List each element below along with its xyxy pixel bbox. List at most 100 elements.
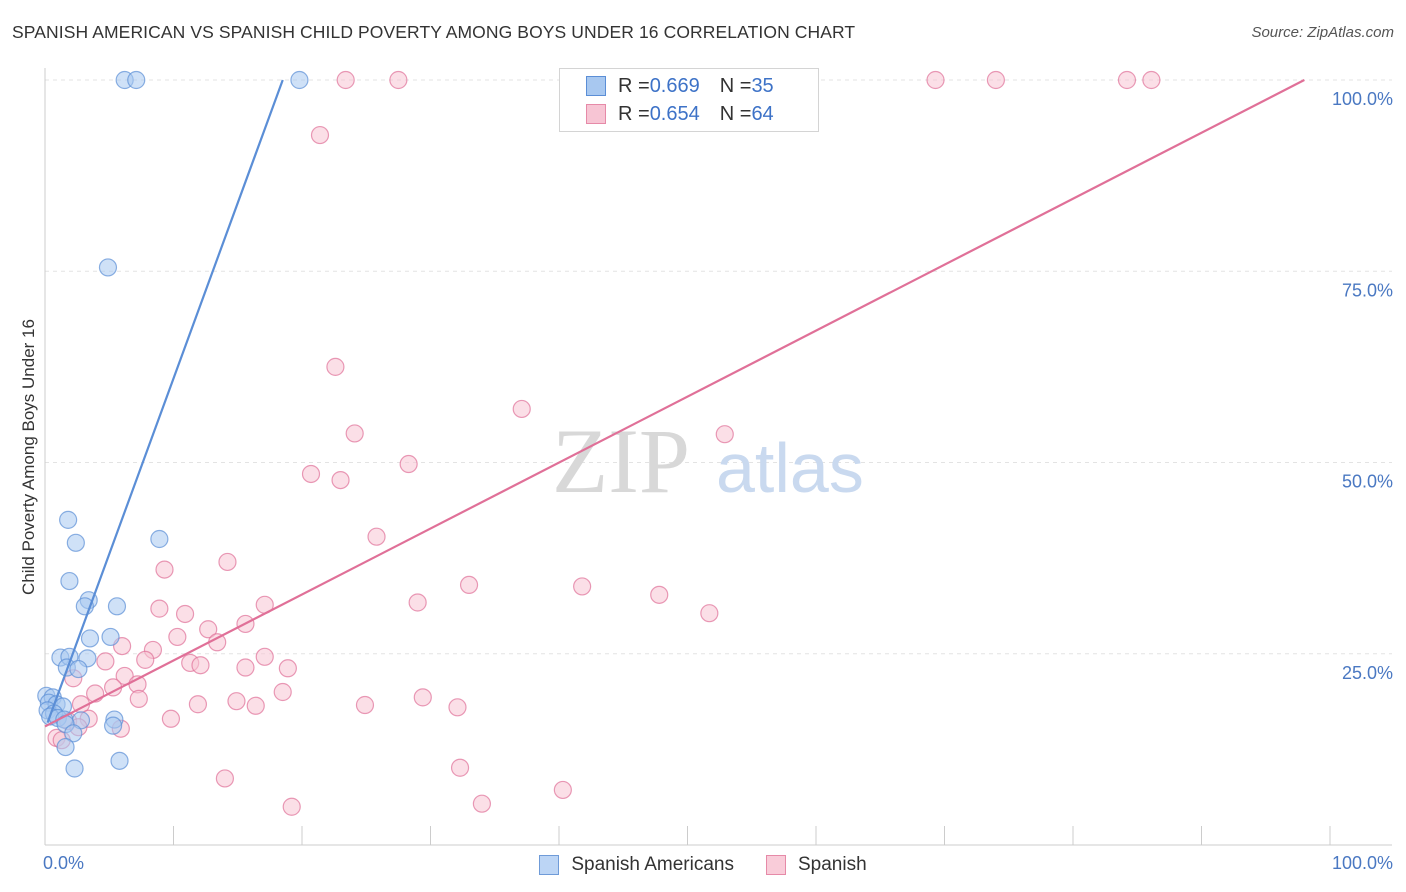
point-spanish-13	[331, 470, 350, 490]
point-spanish-46	[129, 689, 148, 708]
r-value-spanish-americans: 0.669	[649, 74, 700, 97]
point-spanish-33	[96, 652, 115, 671]
point-spanish-americans-31	[104, 716, 123, 735]
chart-source: Source: ZipAtlas.com	[1251, 24, 1394, 41]
legend-swatch-spanish-americans	[539, 855, 560, 875]
r-label: R =	[618, 102, 650, 125]
point-spanish-32	[136, 650, 155, 669]
point-spanish-61	[553, 780, 572, 800]
point-spanish-19	[650, 585, 669, 604]
n-label: N =	[719, 74, 752, 97]
point-spanish-49	[355, 695, 375, 715]
point-spanish-47	[188, 695, 208, 714]
y-tick-label-25: 25.0%	[1342, 663, 1393, 683]
point-spanish-americans-10	[107, 597, 127, 616]
watermark-atlas: atlas	[716, 429, 864, 507]
point-spanish-62	[282, 797, 301, 816]
series-spanish-points	[47, 70, 1161, 816]
point-spanish-americans-35	[65, 759, 84, 778]
point-spanish-15	[218, 552, 237, 572]
n-label: N =	[719, 102, 752, 125]
point-spanish-14	[367, 527, 386, 546]
point-spanish-americans-17	[69, 659, 88, 679]
point-spanish-17	[459, 575, 479, 595]
point-spanish-60	[215, 769, 234, 788]
watermark-zip: ZIP	[552, 410, 690, 512]
point-spanish-americans-11	[80, 629, 100, 648]
point-spanish-48	[246, 696, 265, 715]
point-spanish-10	[715, 425, 734, 444]
point-spanish-37	[278, 659, 297, 678]
point-spanish-16	[155, 560, 174, 579]
point-spanish-52	[161, 709, 181, 728]
point-spanish-6	[310, 125, 330, 145]
legend-item-spanish-americans[interactable]: Spanish Americans	[539, 854, 734, 876]
point-spanish-23	[150, 599, 169, 618]
point-spanish-27	[168, 627, 187, 647]
point-spanish-8	[512, 399, 531, 419]
trend-lines	[44, 79, 1305, 728]
point-spanish-22	[700, 604, 719, 623]
point-spanish-50	[448, 698, 467, 717]
point-spanish-31	[255, 647, 274, 666]
legend-row-spanish: R = 0.654 N = 64	[586, 100, 774, 128]
y-tick-label-100: 100.0%	[1332, 89, 1393, 109]
y-tick-labels: 25.0% 50.0% 75.0% 100.0%	[1332, 89, 1393, 683]
legend-row-spanish-americans: R = 0.669 N = 35	[586, 72, 774, 100]
point-spanish-americans-32	[64, 724, 83, 743]
point-spanish-americans-3	[98, 258, 118, 277]
point-spanish-44	[413, 688, 432, 707]
point-spanish-7	[326, 357, 345, 376]
trend-line-spanish-americans	[46, 79, 284, 723]
n-value-spanish: 64	[751, 102, 774, 125]
point-spanish-americans-2	[290, 70, 309, 90]
point-spanish-5	[1142, 70, 1161, 90]
point-spanish-12	[301, 464, 321, 484]
point-spanish-2	[926, 70, 945, 90]
x-ticks	[173, 826, 1331, 845]
point-spanish-36	[236, 658, 255, 677]
point-spanish-americans-7	[60, 571, 79, 591]
point-spanish-9	[345, 424, 364, 443]
trend-line-spanish	[44, 79, 1305, 728]
point-spanish-4	[1117, 70, 1137, 90]
point-spanish-59	[450, 758, 470, 777]
point-spanish-americans-6	[150, 529, 169, 549]
point-spanish-1	[389, 70, 408, 90]
chart-title: SPANISH AMERICAN VS SPANISH CHILD POVERT…	[12, 22, 856, 42]
y-tick-label-50: 50.0%	[1342, 472, 1393, 492]
n-value-spanish-americans: 35	[751, 74, 774, 97]
point-spanish-americans-1	[127, 70, 146, 90]
r-value-spanish: 0.654	[649, 102, 700, 125]
legend-item-spanish[interactable]: Spanish	[765, 854, 867, 876]
point-spanish-0	[336, 70, 355, 90]
y-tick-label-75: 75.0%	[1342, 280, 1393, 300]
point-spanish-26	[199, 620, 218, 639]
x-tick-label-min: 0.0%	[43, 853, 84, 873]
point-spanish-20	[408, 593, 427, 612]
series-legend: Spanish Americans Spanish	[0, 851, 1406, 879]
legend-swatch-spanish	[586, 104, 606, 124]
point-spanish-3	[986, 70, 1006, 90]
legend-swatch-spanish	[765, 855, 786, 875]
point-spanish-35	[191, 656, 210, 675]
point-spanish-42	[273, 682, 292, 702]
correlation-legend: R = 0.669 N = 35 R = 0.654 N = 64	[559, 68, 819, 132]
legend-label-spanish-americans: Spanish Americans	[571, 854, 734, 875]
point-spanish-americans-33	[56, 737, 75, 757]
series-spanish-americans-points	[37, 70, 309, 778]
point-spanish-24	[175, 604, 195, 624]
point-spanish-americans-4	[59, 510, 78, 529]
point-spanish-americans-5	[66, 533, 85, 552]
point-spanish-45	[227, 692, 246, 711]
r-label: R =	[618, 74, 650, 97]
y-axis-title: Child Poverty Among Boys Under 16	[19, 319, 38, 595]
x-tick-label-max: 100.0%	[1332, 853, 1393, 873]
point-spanish-americans-12	[101, 627, 120, 647]
watermark: ZIP atlas	[552, 410, 864, 512]
legend-swatch-spanish-americans	[586, 76, 606, 96]
point-spanish-11	[399, 454, 418, 474]
point-spanish-americans-34	[110, 751, 129, 770]
legend-label-spanish: Spanish	[797, 854, 867, 875]
